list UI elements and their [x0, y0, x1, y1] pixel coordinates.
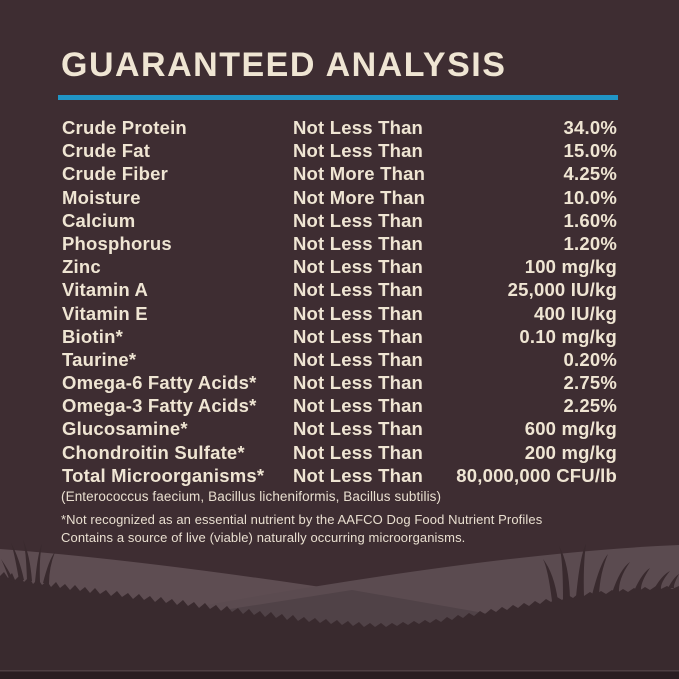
value-text: 1.20% [563, 232, 617, 254]
nutrient-name: Crude Protein [62, 117, 187, 138]
table-row: Chondroitin Sulfate* Not Less Than 200 mg/… [62, 441, 617, 464]
value-text: 4.25% [563, 163, 617, 185]
qualifier-text: Not Less Than [293, 140, 424, 162]
title-underline-rule [58, 95, 618, 100]
table-row: Omega-3 Fatty Acids* Not Less Than 2.25% [62, 394, 617, 417]
nutrient-name: Crude Fiber [62, 163, 169, 185]
value-text: 10.0% [563, 186, 617, 208]
bottom-strip [0, 671, 679, 679]
value-text: 80,000,000 CFU/lb [456, 464, 617, 486]
table-row: Vitamin E Not Less Than 400 IU/kg [62, 302, 617, 325]
qualifier-text: Not More Than [293, 163, 426, 185]
table-row: Phosphorus Not Less Than 1.20% [62, 232, 617, 255]
table-row: Vitamin A Not Less Than 25,000 IU/kg [62, 278, 617, 301]
nutrient-name: Crude Fat [62, 140, 151, 162]
qualifier-text: Not More Than [293, 186, 426, 208]
grass-tuft-left [1, 540, 55, 584]
value-text: 400 IU/kg [533, 302, 617, 324]
value-text: 0.20% [563, 348, 617, 370]
grass-silhouette [0, 572, 679, 679]
value-text: 2.75% [563, 372, 617, 394]
nutrient-name: Moisture [62, 186, 141, 208]
qualifier-text: Not Less Than [293, 302, 424, 324]
qualifier-text: Not Less Than [293, 348, 424, 370]
table-row: Crude Fat Not Less Than 15.0% [62, 139, 617, 162]
value-text: 34.0% [563, 117, 617, 138]
qualifier-text: Not Less Than [293, 395, 424, 417]
value-text: 0.10 mg/kg [519, 325, 617, 347]
qualifier-text: Not Less Than [293, 232, 424, 254]
table-row: Crude Protein Not Less Than 34.0% [62, 116, 617, 139]
footnote-aafco-note: *Not recognized as an essential nutrient… [61, 512, 543, 527]
qualifier-text: Not Less Than [293, 372, 424, 394]
nutrient-name: Vitamin E [62, 302, 148, 324]
nutrient-name: Biotin* [62, 325, 124, 347]
nutrient-name: Total Microorganisms* [62, 464, 265, 486]
footnote-live-microorganisms: Contains a source of live (viable) natur… [61, 530, 466, 545]
table-row: Calcium Not Less Than 1.60% [62, 209, 617, 232]
table-row: Taurine* Not Less Than 0.20% [62, 348, 617, 371]
nutrient-name: Phosphorus [62, 232, 172, 254]
qualifier-text: Not Less Than [293, 256, 424, 278]
qualifier-text: Not Less Than [293, 418, 424, 440]
table-row: Omega-6 Fatty Acids* Not Less Than 2.75% [62, 371, 617, 394]
hills-grass-scenery-illustration [0, 540, 679, 679]
nutrient-name: Omega-3 Fatty Acids* [62, 395, 257, 417]
nutrient-name: Glucosamine* [62, 418, 188, 440]
nutrient-name: Zinc [62, 256, 101, 278]
value-text: 100 mg/kg [524, 256, 617, 278]
nutrient-name: Taurine* [62, 348, 137, 370]
value-text: 2.25% [563, 395, 617, 417]
nutrient-name: Omega-6 Fatty Acids* [62, 372, 257, 394]
nutrient-name: Chondroitin Sulfate* [62, 441, 245, 463]
table-row: Zinc Not Less Than 100 mg/kg [62, 255, 617, 278]
page-title: GUARANTEED ANALYSIS [61, 46, 507, 84]
value-text: 600 mg/kg [524, 418, 617, 440]
qualifier-text: Not Less Than [293, 117, 424, 138]
table-row: Glucosamine* Not Less Than 600 mg/kg [62, 417, 617, 440]
nutrient-name: Vitamin A [62, 279, 149, 301]
value-text: 200 mg/kg [524, 441, 617, 463]
value-text: 15.0% [563, 140, 617, 162]
value-text: 25,000 IU/kg [507, 279, 617, 301]
qualifier-text: Not Less Than [293, 441, 424, 463]
value-text: 1.60% [563, 209, 617, 231]
qualifier-text: Not Less Than [293, 325, 424, 347]
qualifier-text: Not Less Than [293, 209, 424, 231]
table-row: Total Microorganisms* Not Less Than 80,000… [62, 464, 617, 487]
footnote-organisms: (Enterococcus faecium, Bacillus lichenif… [61, 489, 442, 504]
analysis-table: Crude Protein Not Less Than 34.0% Crude Fat… [62, 116, 617, 487]
grass-tuft-right [543, 544, 679, 601]
table-row: Biotin* Not Less Than 0.10 mg/kg [62, 325, 617, 348]
bottom-strip-highlight [0, 670, 679, 672]
qualifier-text: Not Less Than [293, 279, 424, 301]
qualifier-text: Not Less Than [293, 464, 424, 486]
nutrient-name: Calcium [62, 209, 136, 231]
table-row: Moisture Not More Than 10.0% [62, 186, 617, 209]
table-row: Crude Fiber Not More Than 4.25% [62, 162, 617, 185]
